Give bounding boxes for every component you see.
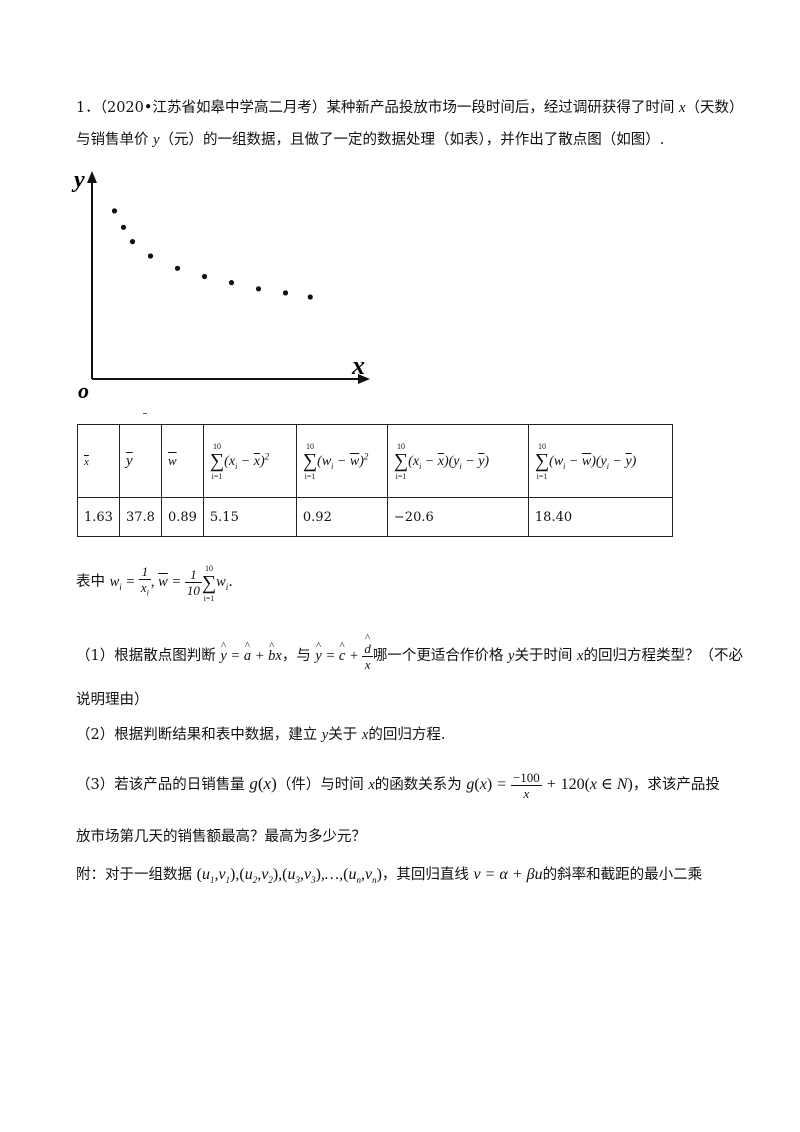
q2-line: （2）根据判断结果和表中数据，建立 y关于 x的回归方程. [76, 727, 446, 743]
scatter-point [201, 273, 208, 280]
scatter-point [255, 286, 262, 292]
q1-label: （1）根据散点图判断 [76, 648, 216, 664]
w-definition: wi = 1 xi, w = 1 10 10 ∑ i=1wi [109, 563, 229, 603]
origin-label: o [78, 378, 89, 403]
model-a: y = a + bx [220, 628, 281, 664]
y-axis-arrow [87, 171, 97, 183]
g-formula: g(x) = −100 x + 120(x ∈ N) [466, 769, 633, 801]
scatter-point [228, 280, 235, 286]
scatter-point [174, 265, 181, 271]
header-sum-ww: 10 ∑ i=1(wi − w)2 [295, 424, 388, 498]
problem-text-1: 某种新产品投放市场一段时间后，经过调研获得了时间 [326, 100, 675, 116]
scatter-point [111, 208, 118, 214]
table-cell: 18.40 [527, 497, 673, 537]
q1-line-2: 说明理由） [76, 692, 149, 708]
table-cell: 5.15 [202, 497, 297, 537]
q3-line-2: 放市场第几天的销售额最高？最高为多少元？ [76, 829, 366, 845]
problem-text-2: 与销售单价 [76, 132, 149, 148]
table-cell: 1.63 [77, 497, 120, 537]
table-cell: 37.8 [118, 497, 162, 537]
q1-line-1: （1）根据散点图判断 y = a + bx，与 y = c + dx哪一个更适合… [76, 628, 743, 674]
days-text: （天数） [685, 100, 744, 116]
scatter-point [120, 224, 127, 230]
scatter-point [307, 294, 313, 300]
header-sum-xx: 10 ∑ i=1(xi − x)2 [202, 424, 297, 498]
scatter-point [282, 290, 289, 296]
note-line: 表中 wi = 1 xi, w = 1 10 10 ∑ i=1wi. [76, 563, 233, 603]
problem-line-1: 1．（2020•江苏省如皋中学高二月考）某种新产品投放市场一段时间后，经过调研获… [76, 98, 743, 118]
problem-line-2: 与销售单价 y（元）的一组数据，且做了一定的数据处理（如表），并作出了散点图（如… [76, 130, 664, 150]
header-w-bar: w [160, 424, 204, 498]
problem-number: 1． [76, 100, 100, 116]
data-tuples: (u1,v1),(u2,v2),(u3,v3),…,(un,vn) [196, 866, 382, 886]
g-of-x: g(x) [249, 774, 277, 793]
header-sum-wy: 10 ∑ i=1(wi − w)(yi − y) [527, 424, 673, 498]
stray-mark [143, 413, 147, 414]
table-cell: −20.6 [386, 497, 529, 537]
table-header-row: x y w 10 ∑ i=1(xi − x)2 10 ∑ i=1(wi − w)2 10… [77, 424, 673, 498]
table-row: 1.63 37.8 0.89 5.15 0.92 −20.6 18.40 [77, 497, 673, 537]
x-axis-label: x [351, 351, 365, 380]
y-axis-label: y [71, 167, 85, 193]
var-y: y [153, 132, 160, 148]
scatter-points [111, 208, 313, 300]
scatter-plot: y x o [71, 167, 370, 403]
x-axis-arrow [358, 374, 370, 384]
data-table: x y w 10 ∑ i=1(xi − x)2 10 ∑ i=1(wi − w)2 10… [77, 424, 673, 537]
header-x-bar: x [77, 424, 120, 498]
header-y-bar: y [118, 424, 162, 498]
scatter-point [147, 253, 154, 259]
appendix-line: 附：对于一组数据 (u1,v1),(u2,v2),(u3,v3),…,(un,v… [76, 866, 703, 886]
problem-source: （2020•江苏省如皋中学高二月考） [99, 100, 327, 116]
var-x: x [679, 100, 686, 116]
header-sum-xy: 10 ∑ i=1(xi − x)(yi − y) [386, 424, 529, 498]
note-prefix: 表中 [76, 574, 105, 590]
regression-line: v = α + βu [473, 866, 543, 883]
scatter-point [129, 239, 136, 245]
problem-text-3: （元）的一组数据，且做了一定的数据处理（如表），并作出了散点图（如图）. [159, 132, 665, 148]
table-cell: 0.89 [160, 497, 204, 537]
table-cell: 0.92 [295, 497, 388, 537]
q3-line-1: （3）若该产品的日销售量 g(x)（件）与时间 x的函数关系为 g(x) = −… [76, 769, 720, 801]
model-b: y = c + dx [315, 628, 373, 672]
